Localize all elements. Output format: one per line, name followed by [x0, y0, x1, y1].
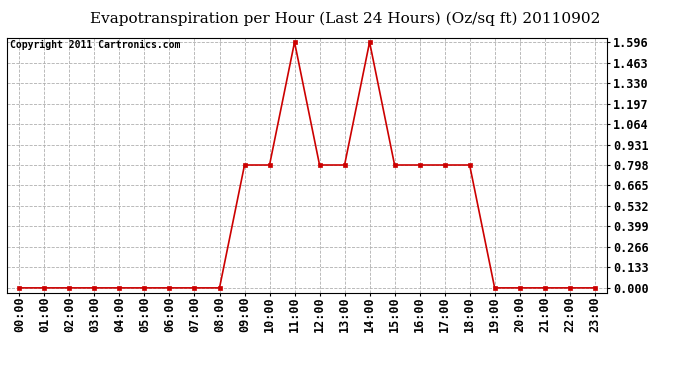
Text: Copyright 2011 Cartronics.com: Copyright 2011 Cartronics.com	[10, 40, 180, 50]
Text: Evapotranspiration per Hour (Last 24 Hours) (Oz/sq ft) 20110902: Evapotranspiration per Hour (Last 24 Hou…	[90, 11, 600, 26]
